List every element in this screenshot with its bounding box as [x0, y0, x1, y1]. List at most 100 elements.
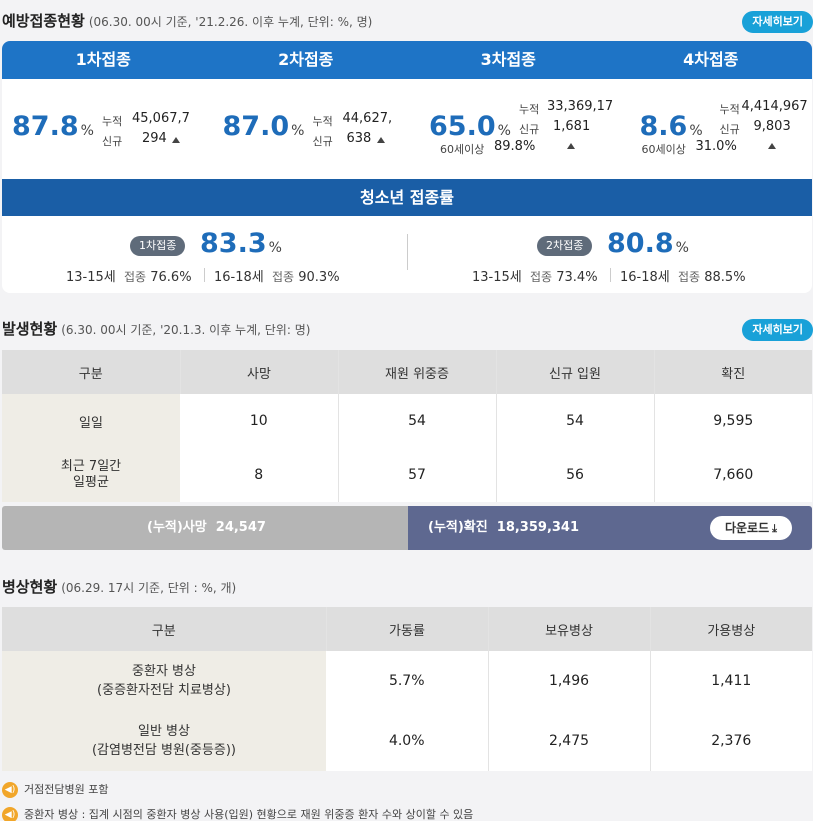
dose-2-rate: 87.0%: [222, 111, 305, 142]
dose-3-up-icon: [567, 143, 575, 149]
dose-1-new-value: 294: [142, 131, 167, 146]
beds-section-header: 병상현황 (06.29. 17시 기준, 단위 : %, 개): [0, 570, 813, 600]
dose-2-stats: 87.0% 누적 44,627, 신규 638: [205, 79, 408, 179]
teen-stats: 1차접종 83.3% 13-15세 접종 76.6% 16-18세 접종 90.…: [2, 216, 812, 293]
teen-second-1315: 13-15세 접종 73.4%: [472, 270, 598, 285]
table-row: 일일 10 54 54 9,595: [2, 394, 812, 448]
beds-col-utilization: 가동률: [325, 607, 488, 651]
beds-table: 구분 가동률 보유병상 가용병상 중환자 병상 (중증환자전담 치료병상) 5.…: [2, 607, 812, 771]
outbreak-row-label: 최근 7일간 일평균: [2, 448, 180, 502]
teen-second-rate: 80.8%: [607, 228, 689, 259]
teen-first-1315: 13-15세 접종 76.6%: [66, 270, 192, 285]
dose-2-up-icon: [376, 137, 385, 143]
beds-header-row: 구분 가동률 보유병상 가용병상: [2, 607, 812, 651]
vaccination-section-header: 예방접종현황 (06.30. 00시 기준, '21.2.26. 이후 누계, 단…: [0, 4, 813, 34]
cumulative-totals-bar: (누적)사망 24,547 (누적)확진 18,359,341 다운로드 ⤓: [2, 506, 812, 550]
table-row: 최근 7일간 일평균 8 57 56 7,660: [2, 448, 812, 502]
outbreak-detail-button[interactable]: 자세히보기: [742, 319, 813, 341]
outbreak-cell: 57: [337, 448, 496, 502]
download-button[interactable]: 다운로드 ⤓: [710, 516, 792, 540]
beds-col-category: 구분: [2, 607, 326, 651]
dose-1-up-icon: [172, 137, 180, 143]
dose-header-4: 4차접종: [683, 50, 739, 69]
outbreak-row-label: 일일: [2, 394, 180, 448]
download-icon: ⤓: [772, 522, 778, 535]
dose-1-cum-value: 45,067,7: [132, 111, 190, 126]
beds-row-label: 중환자 병상 (중증환자전담 치료병상): [2, 651, 326, 711]
beds-cell: 5.7%: [326, 651, 488, 711]
outbreak-col-death: 사망: [179, 350, 338, 394]
dose-2-new-label: 신규: [312, 135, 333, 148]
outbreak-col-new-admit: 신규 입원: [495, 350, 654, 394]
beds-note: (06.29. 17시 기준, 단위 : %, 개): [61, 581, 237, 595]
outbreak-cell: 54: [495, 394, 654, 448]
teen-second-1618: 16-18세 접종 88.5%: [620, 270, 746, 285]
beds-cell: 1,411: [649, 651, 812, 711]
dose-2-cum-value: 44,627,: [342, 111, 393, 126]
dose-4-cum-label: 누적: [719, 103, 740, 116]
dose-3-senior-label: 60세이상: [440, 143, 485, 156]
dose-4-stats: 8.6% 누적 4,414,967 신규 9,803 60세이상 31.0%: [610, 79, 813, 179]
teen-first-divider: [204, 268, 205, 282]
outbreak-table: 구분 사망 재원 위중증 신규 입원 확진 일일 10 54 54 9,595 …: [2, 350, 812, 502]
dose-2-cum-label: 누적: [312, 115, 333, 128]
beds-cell: 2,475: [487, 711, 650, 771]
vaccination-card: 1차접종 2차접종 3차접종 4차접종 87.8% 누적 45,067,7 신규…: [2, 41, 812, 293]
outbreak-cell: 54: [337, 394, 496, 448]
cumulative-death: (누적)사망 24,547: [2, 506, 408, 550]
outbreak-header-row: 구분 사망 재원 위중증 신규 입원 확진: [2, 350, 812, 394]
dose-stats-row: 87.8% 누적 45,067,7 신규 294 87.0% 누적 44,627…: [2, 79, 812, 179]
teen-first-pill: 1차접종: [130, 236, 186, 256]
dose-3-cum-value: 33,369,17: [547, 99, 614, 114]
dose-header-1: 1차접종: [75, 50, 131, 69]
table-row: 중환자 병상 (중증환자전담 치료병상) 5.7% 1,496 1,411: [2, 651, 812, 711]
beds-col-available: 가용병상: [649, 607, 812, 651]
dose-1-rate: 87.8%: [12, 111, 94, 142]
beds-col-owned: 보유병상: [487, 607, 650, 651]
dose-3-new-value: 1,681: [553, 119, 591, 134]
outbreak-cell: 56: [495, 448, 654, 502]
cumulative-confirmed: (누적)확진 18,359,341 다운로드 ⤓: [408, 506, 812, 550]
outbreak-cell: 8: [180, 448, 338, 502]
dose-4-cum-value: 4,414,967: [741, 99, 808, 114]
footnote-2: ◀) 중환자 병상 : 집계 시점의 중환자 병상 사용(입원) 현황으로 재원 …: [2, 806, 473, 821]
outbreak-section-header: 발생현황 (6.30. 00시 기준, '20.1.3. 이후 누계, 단위: 명…: [0, 312, 813, 342]
vaccination-note: (06.30. 00시 기준, '21.2.26. 이후 누계, 단위: %, …: [88, 15, 373, 29]
outbreak-cell: 7,660: [653, 448, 812, 502]
dose-1-new-label: 신규: [102, 135, 123, 148]
cumulative-confirmed-text: (누적)확진 18,359,341: [428, 520, 580, 535]
dose-4-new-label: 신규: [719, 123, 740, 136]
dose-3-senior-value: 89.8%: [494, 139, 536, 154]
dose-4-up-icon: [767, 143, 776, 149]
beds-cell: 4.0%: [326, 711, 488, 771]
teen-header: 청소년 접종률: [2, 179, 812, 216]
vaccination-title: 예방접종현황 (06.30. 00시 기준, '21.2.26. 이후 누계, 단…: [2, 12, 373, 30]
teen-first-1618: 16-18세 접종 90.3%: [214, 270, 340, 285]
dose-3-cum-label: 누적: [519, 103, 540, 116]
dose-3-rate: 65.0%: [429, 111, 511, 142]
dose-3-new-label: 신규: [519, 123, 540, 136]
vaccination-detail-button[interactable]: 자세히보기: [742, 11, 813, 33]
beds-row-label: 일반 병상 (감염병전담 병원(중등증)): [2, 711, 326, 771]
outbreak-col-category: 구분: [2, 350, 180, 394]
teen-second-pill: 2차접종: [537, 236, 593, 256]
teen-first-rate: 83.3%: [200, 228, 282, 259]
beds-cell: 2,376: [649, 711, 812, 771]
dose-3-stats: 65.0% 누적 33,369,17 신규 1,681 60세이상 89.8%: [407, 79, 614, 179]
dose-4-rate: 8.6%: [639, 111, 703, 142]
dose-header-3: 3차접종: [480, 50, 536, 69]
dose-1-cum-label: 누적: [102, 115, 123, 128]
outbreak-col-confirmed: 확진: [653, 350, 812, 394]
beds-cell: 1,496: [487, 651, 650, 711]
dose-1-stats: 87.8% 누적 45,067,7 신규 294: [2, 79, 205, 179]
dose-header-2: 2차접종: [278, 50, 334, 69]
outbreak-note: (6.30. 00시 기준, '20.1.3. 이후 누계, 단위: 명): [61, 323, 311, 337]
beds-title: 병상현황 (06.29. 17시 기준, 단위 : %, 개): [2, 578, 237, 596]
outbreak-cell: 9,595: [653, 394, 812, 448]
dose-header-row: 1차접종 2차접종 3차접종 4차접종: [2, 41, 812, 79]
table-row: 일반 병상 (감염병전담 병원(중등증)) 4.0% 2,475 2,376: [2, 711, 812, 771]
speaker-icon: ◀): [2, 807, 18, 821]
outbreak-title: 발생현황 (6.30. 00시 기준, '20.1.3. 이후 누계, 단위: 명…: [2, 320, 311, 338]
dose-2-new-value: 638: [346, 131, 372, 146]
outbreak-cell: 10: [180, 394, 338, 448]
